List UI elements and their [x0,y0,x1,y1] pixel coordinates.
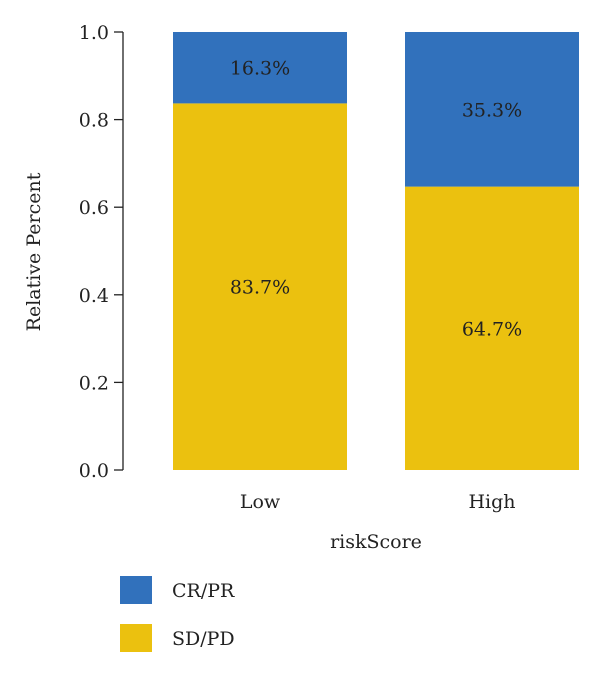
y-tick-label: 0.0 [79,460,109,482]
bar-high-cr-pr [405,32,579,187]
bar-low-cr-pr [173,32,347,104]
y-tick-label: 1.0 [79,22,109,44]
bar-low-sd-pd [173,103,347,471]
bar-value-label: 64.7% [462,318,522,340]
y-tick-label: 0.2 [79,372,109,394]
x-tick-label: High [468,491,515,513]
x-axis: Low High [240,491,516,513]
y-axis-label: Relative Percent [23,172,45,331]
legend-label: CR/PR [172,580,235,602]
bars: 83.7% 16.3% 64.7% 35.3% [173,32,579,471]
y-tick-label: 0.8 [79,110,109,132]
bar-value-label: 35.3% [462,99,522,121]
bar-high-sd-pd [405,186,579,470]
x-tick-label: Low [240,491,281,513]
legend-swatch-sd-pd [120,624,152,652]
bar-value-label: 16.3% [230,58,290,80]
legend: CR/PR SD/PD [120,576,235,652]
y-axis: 0.0 0.2 0.4 0.6 0.8 1.0 [79,22,124,482]
legend-swatch-cr-pr [120,576,152,604]
y-tick-label: 0.4 [79,285,109,307]
bar-value-label: 83.7% [230,277,290,299]
legend-label: SD/PD [172,628,235,650]
y-tick-label: 0.6 [79,197,109,219]
x-axis-label: riskScore [330,531,422,553]
